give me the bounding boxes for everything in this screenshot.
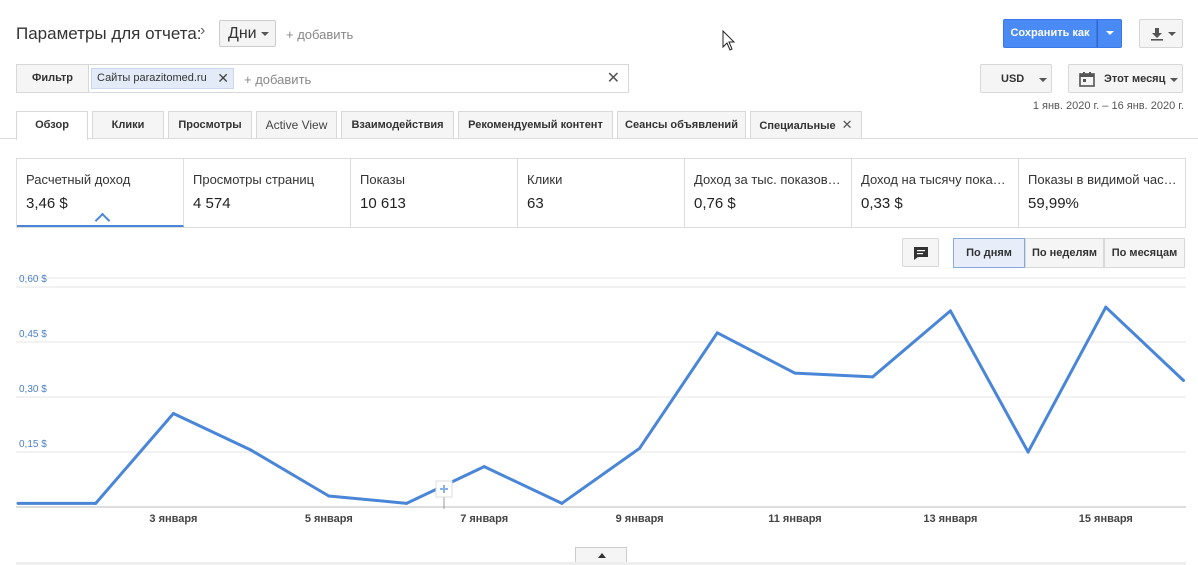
save-as-button[interactable]: Сохранить как [1003,19,1097,48]
period-label: Этот месяц [1104,73,1166,85]
y-tick-label: 0,15 $ [19,439,47,450]
data-point [16,501,20,505]
granularity-month-button[interactable]: По месяцам [1104,238,1185,268]
metric-page-rpm[interactable]: Доход за тыс. показов страниц 0,76 $ [685,159,852,227]
metric-label: Просмотры страниц [193,172,315,187]
metric-value: 0,33 $ [861,195,903,212]
x-tick-label: 3 января [149,513,197,525]
metric-value: 4 574 [193,195,231,212]
data-point [638,446,642,450]
metrics-scorecard: Расчетный доход 3,46 $ Просмотры страниц… [16,158,1186,228]
annotation-button[interactable] [902,238,939,267]
comment-icon [914,247,928,260]
metric-value: 63 [527,195,544,212]
metric-value: 10 613 [360,195,406,212]
metric-estimated-revenue[interactable]: Расчетный доход 3,46 $ [17,159,184,227]
data-point [715,331,719,335]
y-tick-label: 0,30 $ [19,384,47,395]
tab-custom[interactable]: Специальные ✕ [750,111,862,138]
filter-add-input[interactable]: + добавить [244,72,312,87]
filter-chip-sites[interactable]: Сайты parazitomed.ru ✕ [91,68,234,89]
clear-filter-icon[interactable]: ✕ [606,70,620,87]
data-point [560,501,564,505]
data-point [171,412,175,415]
data-point [327,494,331,498]
tab-interactions[interactable]: Взаимодействия [341,111,454,138]
x-tick-label: 15 января [1079,513,1133,525]
dimension-select[interactable]: Дни [219,20,276,47]
metric-impression-rpm[interactable]: Доход на тысячу показов 0,33 $ [852,159,1019,227]
dimension-label: Дни [228,25,257,42]
data-point [1026,450,1030,454]
data-point [405,501,408,505]
metric-label: Показы в видимой части экрана [1028,172,1185,187]
bottom-divider [16,562,1186,565]
tab-pageviews[interactable]: Просмотры [168,111,252,138]
metric-label: Расчетный доход [26,172,131,187]
date-range-text: 1 янв. 2020 г. – 16 янв. 2020 г. [1032,100,1184,112]
chevron-down-icon [1039,78,1047,82]
add-dimension-link[interactable]: + добавить [286,27,354,42]
tabs-divider [0,138,1198,139]
currency-label: USD [1001,73,1025,85]
tab-overview[interactable]: Обзор [16,111,88,140]
data-point [793,371,797,375]
metric-impressions[interactable]: Показы 10 613 [351,159,518,227]
data-point [871,375,875,379]
filter-bar: Фильтр Сайты parazitomed.ru ✕ + добавить… [16,64,629,93]
calendar-icon [1079,72,1095,87]
period-select[interactable]: Этот месяц [1068,64,1183,93]
chip-prefix: Сайты [97,72,131,84]
chevron-down-icon [1170,78,1178,82]
series-line [18,305,1185,505]
filter-button[interactable]: Фильтр [17,65,89,92]
revenue-line-chart: 0,15 $ 0,30 $ 0,45 $ 0,60 $ 3 января 5 января… [16,274,1186,525]
tab-clicks[interactable]: Клики [92,111,164,138]
x-tick-label: 5 января [305,513,353,525]
data-point [948,309,952,313]
chevron-down-icon [260,31,269,36]
download-icon [1151,28,1163,41]
metric-value: 0,76 $ [694,195,736,212]
metric-label: Доход на тысячу показов [861,172,1013,187]
y-tick-label: 0,60 $ [19,274,47,285]
metric-viewability[interactable]: Показы в видимой части экрана 59,99% [1019,159,1185,227]
mouse-cursor-icon [722,30,736,51]
chip-value: parazitomed.ru [133,72,207,84]
chevron-down-icon [1106,31,1114,35]
metric-label: Доход за тыс. показов страниц [694,172,851,187]
granularity-week-button[interactable]: По неделям [1025,238,1104,268]
currency-select[interactable]: USD [980,64,1052,93]
granularity-day-button[interactable]: По дням [953,238,1025,268]
data-point [94,501,98,505]
data-point [1104,305,1108,309]
download-button[interactable] [1139,19,1183,48]
close-icon[interactable]: ✕ [217,70,229,86]
tab-ad-sessions[interactable]: Сеансы объявлений [617,111,746,138]
metric-value: 3,46 $ [26,195,68,212]
data-point [249,448,253,452]
metric-page-views[interactable]: Просмотры страниц 4 574 [184,159,351,227]
chevron-right-icon: › [200,22,206,39]
collapse-chart-handle[interactable] [575,547,627,563]
y-tick-label: 0,45 $ [19,329,47,340]
x-tick-label: 13 января [923,513,977,525]
close-icon[interactable]: ✕ [841,117,853,132]
metric-clicks[interactable]: Клики 63 [518,159,685,227]
metric-label: Показы [360,172,405,187]
chevron-down-icon [1168,32,1176,36]
x-tick-label: 7 января [460,513,508,525]
metric-label: Клики [527,172,563,187]
tab-recommended-content[interactable]: Рекомендуемый контент [458,111,613,138]
save-as-dropdown-button[interactable] [1097,19,1122,48]
x-tick-label: 9 января [616,513,664,525]
add-annotation-icon [440,485,448,493]
report-params-title: Параметры для отчета: [16,24,202,43]
metric-value: 59,99% [1028,195,1079,212]
data-point [482,465,486,469]
tab-custom-label: Специальные [759,120,836,132]
data-point [1182,379,1185,382]
tab-active-view[interactable]: Active View [256,111,337,138]
x-tick-label: 11 января [768,513,821,525]
